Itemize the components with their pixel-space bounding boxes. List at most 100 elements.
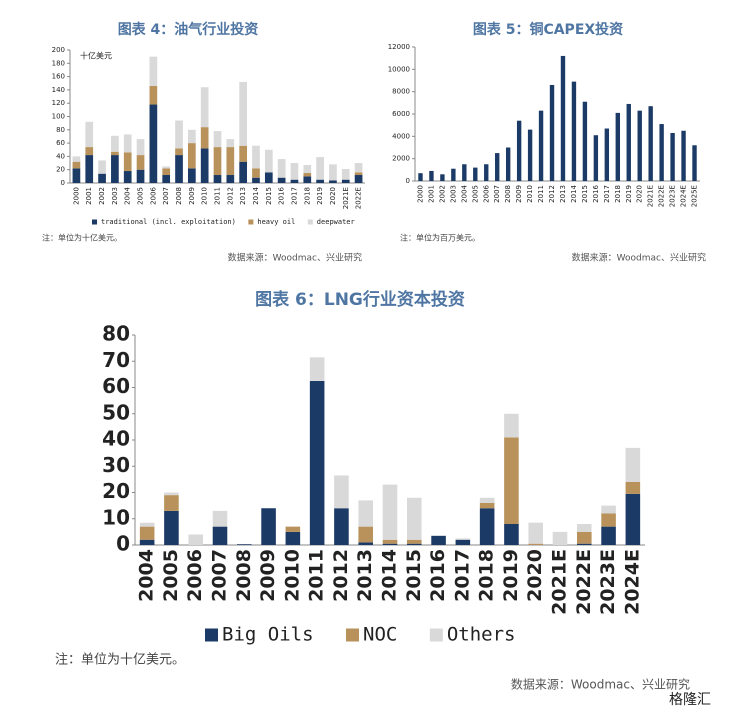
bar-segment xyxy=(601,505,616,514)
x-tick-label: 2017 xyxy=(451,549,473,602)
bar-segment xyxy=(252,145,260,169)
bar-segment xyxy=(252,177,260,183)
x-tick-label: 2010 xyxy=(201,187,209,205)
x-tick-label: 2005 xyxy=(160,549,182,602)
bar-segment xyxy=(285,526,301,532)
bar-segment xyxy=(277,177,286,183)
y-tick-label: 40 xyxy=(56,152,65,160)
y-tick-label: 80 xyxy=(102,322,130,346)
x-tick-label: 2019 xyxy=(500,549,522,602)
x-tick-label: 2004 xyxy=(136,549,158,602)
x-tick-label: 2018 xyxy=(476,549,498,602)
bar xyxy=(418,173,423,181)
bar xyxy=(429,170,434,181)
x-tick-label: 2001 xyxy=(427,185,435,203)
y-tick-label: 0 xyxy=(61,179,65,187)
bar-segment xyxy=(136,155,145,170)
source: 数据来源：Woodmac、兴业研究 xyxy=(228,252,362,264)
y-tick-label: 200 xyxy=(52,46,65,54)
bar xyxy=(637,110,642,181)
bar-segment xyxy=(382,484,398,540)
source: 数据来源：Woodmac、兴业研究 xyxy=(572,252,706,264)
x-tick-label: 2019 xyxy=(625,185,633,203)
x-tick-label: 2009 xyxy=(188,187,196,205)
x-tick-label: 2021E xyxy=(342,187,350,209)
x-tick-label: 2002 xyxy=(98,187,106,205)
bar-segment xyxy=(354,172,363,176)
bar xyxy=(440,174,445,181)
legend-label: traditional (incl. exploitation) xyxy=(101,218,236,226)
bar-segment xyxy=(479,508,495,545)
watermark: 格隆汇 xyxy=(669,692,711,708)
bar-segment xyxy=(212,510,228,527)
y-tick-label: 4000 xyxy=(392,132,410,140)
bar-segment xyxy=(334,508,349,545)
bar-segment xyxy=(407,497,422,540)
y-tick-label: 2000 xyxy=(392,155,410,163)
bar-segment xyxy=(162,175,171,183)
bar-segment xyxy=(175,148,183,156)
bar-segment xyxy=(72,161,81,169)
x-tick-label: 2020 xyxy=(329,187,337,205)
bar-segment xyxy=(358,526,373,543)
bar-segment xyxy=(123,152,132,172)
bar-segment xyxy=(303,176,312,183)
y-tick-label: 20 xyxy=(102,479,130,503)
bar xyxy=(615,112,620,181)
bar xyxy=(505,147,511,181)
bar-segment xyxy=(200,148,209,183)
bar-segment xyxy=(237,544,252,545)
bar-segment xyxy=(239,81,247,146)
y-tick-label: 8000 xyxy=(392,88,410,96)
bar-segment xyxy=(625,493,641,545)
bar-segment xyxy=(85,147,94,156)
bar-segment xyxy=(72,168,81,183)
bar-segment xyxy=(601,526,616,545)
x-tick-label: 2007 xyxy=(209,549,231,602)
x-tick-label: 2008 xyxy=(175,187,183,205)
bar-segment xyxy=(111,135,119,152)
y-tick-label: 12000 xyxy=(388,43,410,51)
bar-segment xyxy=(188,534,203,545)
y-tick-label: 20 xyxy=(56,166,65,174)
bar-segment xyxy=(188,168,196,183)
bar-segment xyxy=(188,143,196,169)
note: 注：单位为百万美元。 xyxy=(400,233,480,243)
bar xyxy=(604,128,610,181)
bar-segment xyxy=(149,104,158,183)
bar xyxy=(626,103,631,181)
bar-segment xyxy=(577,543,592,545)
y-tick-label: 60 xyxy=(102,374,130,398)
bar-segment xyxy=(528,522,543,544)
bar-segment xyxy=(358,500,373,527)
x-tick-label: 2012 xyxy=(226,187,234,205)
chart-title: 图表 4：油气行业投资 xyxy=(118,21,259,38)
legend-swatch xyxy=(92,219,97,225)
bar-segment xyxy=(577,531,592,544)
x-tick-label: 2017 xyxy=(290,187,298,205)
bar-segment xyxy=(162,168,171,176)
x-tick-label: 2001 xyxy=(85,187,93,205)
bar-segment xyxy=(200,87,209,128)
bar xyxy=(582,101,588,181)
legend-label: Others xyxy=(447,624,516,646)
bar-segment xyxy=(329,164,337,181)
bar-segment xyxy=(407,543,422,545)
bar-segment xyxy=(341,169,350,180)
y-tick-label: 120 xyxy=(52,99,65,107)
bar-segment xyxy=(239,161,247,183)
bar-segment xyxy=(188,129,196,144)
x-tick-label: 2022E xyxy=(355,187,363,209)
x-tick-label: 2005 xyxy=(137,187,145,205)
x-tick-label: 2006 xyxy=(149,186,157,204)
bar-segment xyxy=(382,543,398,545)
bar-segment xyxy=(341,179,350,183)
y-tick-label: 60 xyxy=(56,139,65,147)
x-tick-label: 2020 xyxy=(524,549,546,602)
bar-segment xyxy=(136,139,145,156)
bar-segment xyxy=(149,56,158,86)
x-tick-label: 2013 xyxy=(239,187,247,205)
bar-segment xyxy=(303,165,312,174)
bar-segment xyxy=(552,531,568,545)
